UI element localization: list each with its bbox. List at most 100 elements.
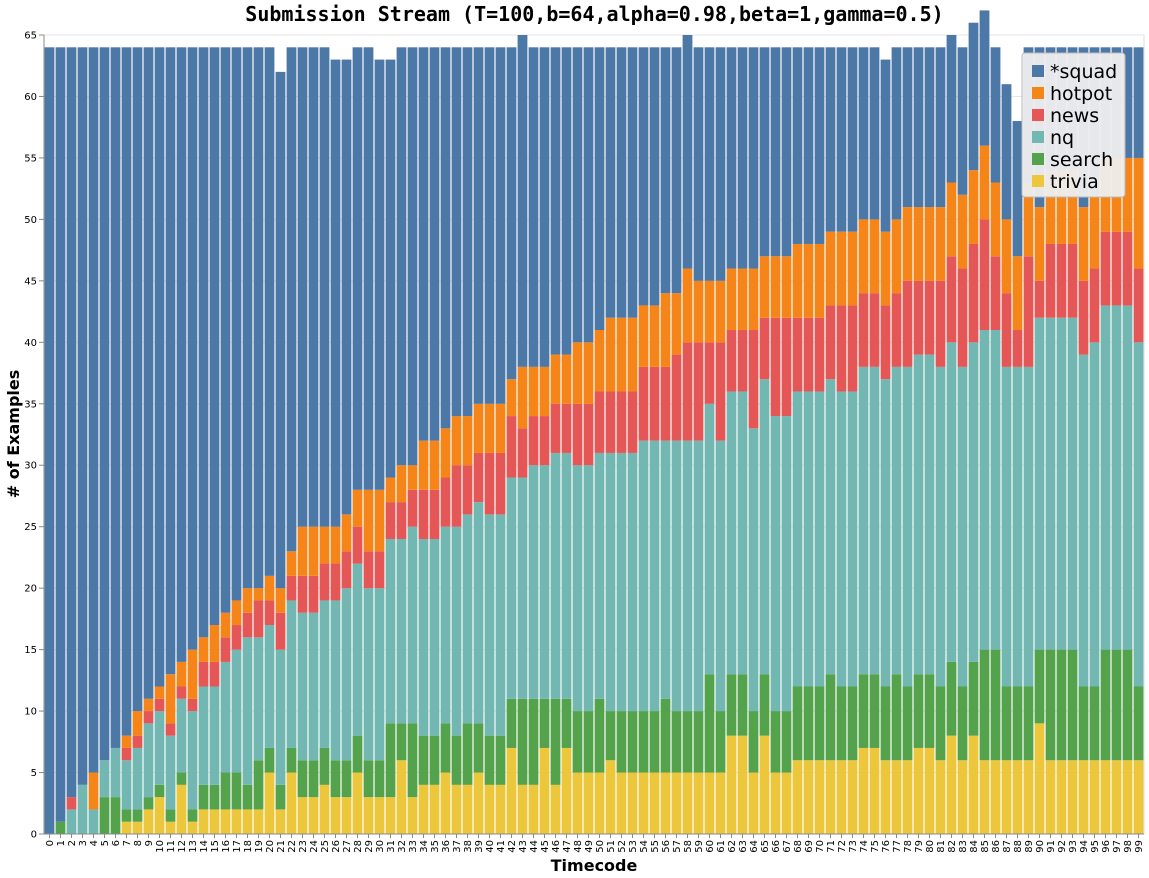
x-axis: 0 1 2 3 4 5 6 7 8 9 10 11 12 13 14 15 16 17 18 19 20 21 22 23 24… — [44, 833, 1145, 853]
bar-segment-search-83 — [957, 686, 968, 761]
bar-segment-news-61 — [715, 342, 726, 441]
bar-segment-search-92 — [1056, 649, 1067, 761]
bar-segment-hotpot-65 — [759, 256, 770, 318]
bar-segment-trivia-97 — [1111, 760, 1122, 834]
bar-segment-news-80 — [924, 280, 935, 355]
bar-segment-squad-38 — [462, 47, 473, 417]
bar-segment-nq-45 — [539, 465, 550, 699]
bar-segment-nq-38 — [462, 514, 473, 724]
bar-segment-news-62 — [726, 330, 737, 392]
bar-segment-nq-88 — [1012, 366, 1023, 687]
bar-segment-trivia-53 — [627, 772, 638, 834]
bar-segment-nq-85 — [979, 330, 990, 650]
bar-segment-trivia-78 — [902, 760, 913, 834]
bar-segment-trivia-52 — [616, 772, 627, 834]
bar-segment-trivia-22 — [286, 772, 297, 834]
bar-segment-trivia-88 — [1012, 760, 1023, 834]
bar-segment-hotpot-51 — [605, 317, 616, 392]
bar-segment-trivia-84 — [968, 735, 979, 834]
bar-segment-search-76 — [880, 686, 891, 761]
bar-segment-hotpot-38 — [462, 416, 473, 466]
bar-segment-squad-4 — [88, 47, 99, 773]
bar-segment-hotpot-88 — [1012, 256, 1023, 331]
bar-segment-squad-71 — [825, 47, 836, 232]
bar-segment-hotpot-31 — [385, 477, 396, 503]
bar-segment-news-87 — [1001, 293, 1012, 367]
bar-segment-trivia-37 — [451, 784, 462, 834]
bar-segment-news-20 — [264, 600, 275, 626]
bar-segment-trivia-60 — [704, 772, 715, 834]
bar-segment-hotpot-19 — [253, 588, 264, 601]
bar-segment-hotpot-37 — [451, 416, 462, 466]
bar-segment-news-43 — [517, 428, 528, 478]
bar-segment-trivia-71 — [825, 760, 836, 834]
bar-segment-nq-13 — [187, 711, 198, 810]
bar-segment-nq-10 — [154, 711, 165, 785]
bar-segment-nq-98 — [1122, 305, 1133, 650]
bar-segment-hotpot-94 — [1078, 207, 1089, 281]
bar-segment-news-56 — [660, 366, 671, 441]
bar-segment-news-28 — [352, 526, 363, 564]
bar-segment-squad-63 — [737, 47, 748, 269]
bar-segment-nq-37 — [451, 526, 462, 736]
bar-segment-trivia-83 — [957, 760, 968, 834]
bar-segment-hotpot-25 — [319, 526, 330, 564]
bar-segment-trivia-66 — [770, 772, 781, 834]
bar-segment-nq-94 — [1078, 354, 1089, 687]
bar-segment-nq-76 — [880, 379, 891, 687]
bar-segment-search-40 — [484, 735, 495, 785]
x-tick-label: 34 — [419, 840, 430, 853]
bar-segment-nq-41 — [495, 514, 506, 736]
bar-segment-hotpot-73 — [847, 231, 858, 306]
bar-segment-search-43 — [517, 698, 528, 785]
bar-segment-trivia-15 — [209, 809, 220, 834]
bar-segment-nq-4 — [88, 809, 99, 834]
bar-segment-trivia-82 — [946, 735, 957, 834]
x-tick-label: 9 — [144, 840, 155, 846]
bar-segment-news-67 — [781, 317, 792, 417]
bar-segment-nq-15 — [209, 686, 220, 785]
bar-segment-nq-11 — [165, 735, 176, 810]
bar-segment-hotpot-20 — [264, 575, 275, 601]
x-tick-label: 65 — [760, 840, 771, 853]
bar-segment-hotpot-81 — [935, 207, 946, 281]
x-tick-label: 42 — [507, 840, 518, 853]
bar-segment-squad-87 — [1001, 84, 1012, 220]
bar-segment-hotpot-7 — [121, 735, 132, 748]
bar-segment-nq-80 — [924, 354, 935, 675]
bar-segment-squad-3 — [77, 47, 88, 785]
bar-segment-squad-81 — [935, 47, 946, 208]
x-tick-label: 94 — [1079, 840, 1090, 853]
legend-swatch — [1032, 131, 1044, 143]
bar-segment-squad-76 — [880, 59, 891, 232]
x-tick-label: 12 — [177, 840, 188, 853]
bar-segment-squad-61 — [715, 47, 726, 281]
bar-segment-trivia-8 — [132, 821, 143, 834]
bar-segment-search-82 — [946, 661, 957, 736]
bar-segment-squad-60 — [704, 47, 715, 281]
bar-segment-nq-27 — [341, 588, 352, 761]
bar-segment-trivia-30 — [374, 797, 385, 834]
x-tick-label: 51 — [606, 840, 617, 853]
bar-segment-search-62 — [726, 674, 737, 736]
bar-segment-search-58 — [682, 711, 693, 773]
bar-segment-search-49 — [583, 711, 594, 773]
bar-segment-search-77 — [891, 674, 902, 761]
bar-segment-squad-50 — [594, 47, 605, 331]
bar-segment-trivia-35 — [429, 784, 440, 834]
bar-segment-nq-93 — [1067, 317, 1078, 650]
x-tick-label: 96 — [1101, 840, 1112, 853]
x-tick-label: 33 — [408, 840, 419, 853]
bar-segment-squad-36 — [440, 47, 451, 429]
bar-segment-hotpot-89 — [1023, 182, 1034, 257]
bar-segment-hotpot-98 — [1122, 157, 1133, 232]
x-tick-label: 89 — [1024, 840, 1035, 853]
x-tick-label: 31 — [386, 840, 397, 853]
bar-segment-hotpot-44 — [528, 366, 539, 417]
x-tick-label: 24 — [309, 840, 320, 853]
bar-segment-news-34 — [418, 489, 429, 539]
bar-segment-squad-21 — [275, 71, 286, 589]
bar-segment-search-71 — [825, 674, 836, 761]
y-tick-label: 25 — [24, 522, 37, 533]
x-tick-label: 86 — [991, 840, 1002, 853]
